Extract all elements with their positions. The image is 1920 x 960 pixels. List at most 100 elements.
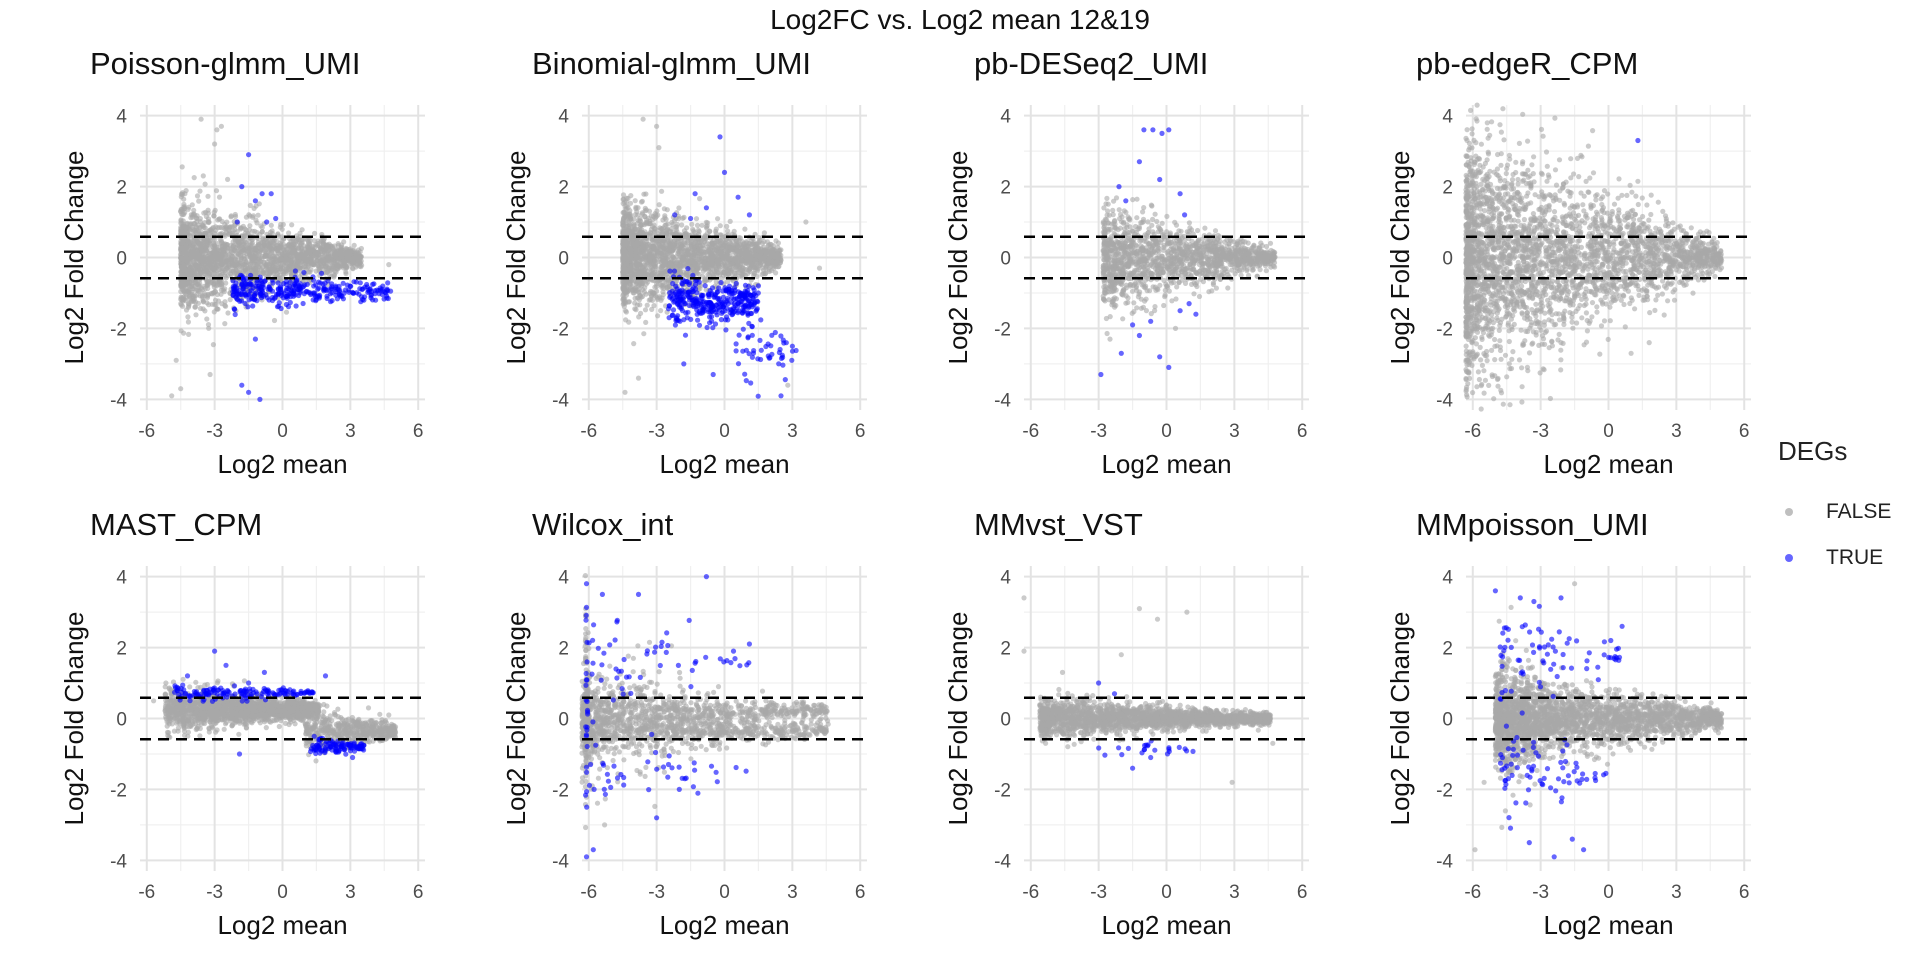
point-deg-false — [247, 266, 253, 273]
point-deg-false — [218, 123, 224, 129]
point-deg-true — [278, 305, 284, 312]
point-deg-true — [247, 288, 253, 294]
point-deg-false — [286, 230, 292, 236]
point-deg-false — [250, 213, 256, 219]
point-deg-false — [200, 299, 207, 305]
point-deg-true — [239, 184, 245, 190]
point-deg-true — [269, 297, 276, 304]
point-deg-true — [280, 295, 286, 301]
point-deg-false — [643, 319, 649, 325]
point-deg-false — [325, 255, 331, 262]
point-deg-false — [640, 287, 646, 293]
point-deg-false — [752, 241, 758, 247]
point-deg-true — [264, 219, 270, 225]
point-deg-false — [702, 276, 708, 282]
point-deg-false — [683, 261, 689, 267]
point-deg-false — [290, 248, 296, 254]
point-deg-false — [287, 261, 293, 267]
point-deg-false — [278, 266, 284, 272]
panel-title: Poisson-glmm_UMI — [90, 46, 360, 81]
point-deg-false — [225, 176, 231, 182]
point-deg-false — [308, 261, 315, 267]
point-deg-false — [638, 310, 644, 316]
point-deg-false — [720, 272, 727, 278]
point-deg-false — [289, 222, 295, 228]
point-deg-false — [735, 259, 741, 265]
point-deg-false — [223, 275, 229, 281]
point-deg-false — [202, 220, 208, 226]
point-deg-false — [639, 210, 646, 216]
point-deg-false — [300, 237, 306, 243]
point-deg-false — [187, 296, 193, 302]
point-deg-false — [631, 341, 637, 347]
point-deg-false — [256, 256, 262, 262]
x-axis-title: Log2 mean — [217, 449, 347, 479]
point-deg-false — [621, 242, 627, 248]
point-deg-false — [654, 249, 660, 255]
point-deg-false — [708, 269, 714, 275]
point-deg-false — [674, 221, 680, 228]
point-deg-false — [214, 279, 220, 285]
point-deg-false — [641, 331, 647, 337]
point-deg-false — [244, 254, 250, 260]
point-deg-true — [270, 280, 276, 286]
point-deg-false — [689, 246, 695, 252]
point-deg-false — [630, 232, 637, 238]
point-deg-false — [664, 236, 670, 242]
point-deg-false — [660, 225, 666, 231]
point-deg-false — [624, 257, 631, 263]
point-deg-false — [241, 246, 248, 252]
point-deg-false — [291, 241, 297, 247]
point-deg-false — [281, 251, 288, 257]
point-deg-false — [386, 262, 392, 268]
point-deg-false — [734, 238, 740, 244]
point-deg-false — [620, 200, 626, 207]
point-deg-false — [724, 262, 731, 268]
point-deg-true — [368, 295, 374, 301]
point-deg-false — [218, 291, 224, 297]
point-deg-false — [676, 205, 682, 211]
point-deg-true — [287, 284, 293, 290]
point-deg-false — [255, 212, 261, 218]
point-deg-false — [647, 257, 653, 263]
point-deg-false — [191, 175, 197, 181]
point-deg-false — [659, 188, 665, 194]
point-deg-false — [622, 298, 628, 304]
point-deg-true — [273, 215, 279, 222]
point-deg-false — [649, 306, 655, 312]
x-tick-label: 0 — [277, 421, 288, 442]
point-deg-true — [371, 281, 377, 287]
point-deg-true — [268, 191, 274, 197]
point-deg-false — [181, 257, 187, 263]
point-deg-false — [312, 230, 318, 236]
point-deg-false — [632, 253, 638, 259]
point-deg-false — [730, 242, 736, 248]
point-deg-false — [203, 238, 209, 245]
point-deg-false — [739, 270, 745, 277]
point-deg-true — [246, 281, 252, 287]
point-deg-false — [191, 220, 197, 226]
y-tick-label: 2 — [116, 178, 127, 199]
point-deg-true — [231, 306, 237, 312]
point-deg-false — [242, 268, 248, 274]
point-deg-false — [621, 303, 627, 310]
point-deg-false — [266, 247, 272, 253]
point-deg-false — [727, 218, 733, 224]
point-deg-true — [293, 303, 299, 309]
point-deg-false — [689, 221, 695, 227]
point-deg-false — [639, 198, 646, 204]
point-deg-false — [208, 260, 214, 266]
point-deg-false — [253, 251, 259, 258]
point-deg-false — [717, 251, 724, 257]
point-deg-false — [636, 297, 643, 303]
point-deg-false — [751, 265, 757, 271]
point-deg-false — [189, 202, 195, 208]
point-deg-false — [299, 227, 305, 233]
point-deg-false — [662, 213, 668, 219]
point-deg-false — [273, 261, 280, 267]
point-deg-false — [216, 216, 222, 222]
point-deg-false — [623, 317, 629, 323]
point-deg-false — [194, 213, 200, 219]
point-deg-false — [632, 212, 639, 218]
